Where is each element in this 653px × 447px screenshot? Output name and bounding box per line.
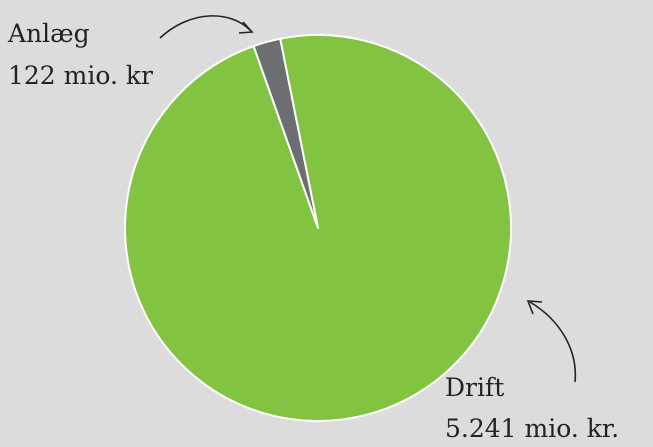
- pie: [124, 34, 512, 422]
- arrow: [159, 15, 251, 39]
- pie-slice: [252, 37, 319, 229]
- arrow: [529, 301, 577, 383]
- arrow-head: [238, 21, 254, 34]
- value-label: 5.241 mio. kr.: [445, 414, 619, 443]
- arrow-head: [526, 300, 543, 315]
- value-label: 122 mio. kr: [8, 61, 153, 90]
- slice-label: Drift: [445, 373, 504, 402]
- slice-label: Anlæg: [7, 19, 90, 48]
